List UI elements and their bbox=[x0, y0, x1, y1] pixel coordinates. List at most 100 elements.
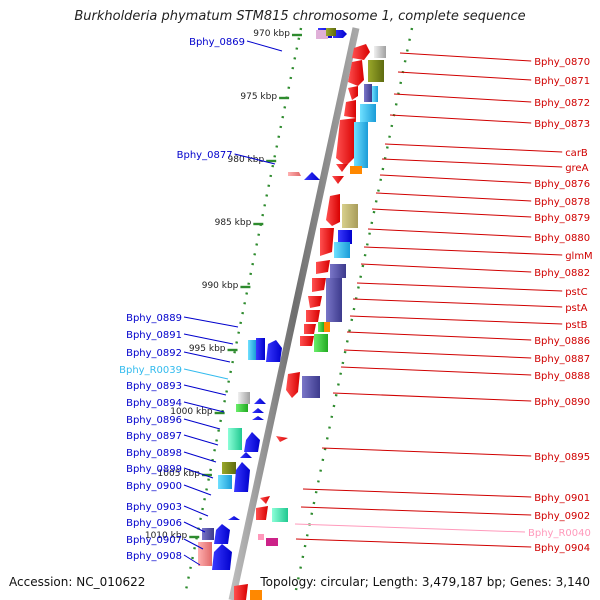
gene-label[interactable]: Bphy_0892 bbox=[126, 348, 182, 359]
leader-line bbox=[340, 366, 532, 376]
gene-arrow bbox=[304, 172, 320, 180]
kbp-tick-label: 1000 kbp bbox=[170, 407, 213, 417]
gene-label[interactable]: Bphy_0887 bbox=[534, 354, 590, 365]
leader-line bbox=[183, 401, 225, 413]
gene-block bbox=[288, 172, 301, 176]
plus-strand-genes bbox=[198, 28, 347, 570]
gene-block bbox=[302, 376, 320, 398]
gene-label[interactable]: Bphy_0872 bbox=[534, 98, 590, 109]
gene-block bbox=[368, 60, 384, 82]
gene-label[interactable]: Bphy_0902 bbox=[534, 511, 590, 522]
gene-label[interactable]: Bphy_0895 bbox=[534, 452, 590, 463]
accession-text: Accession: NC_010622 bbox=[9, 575, 146, 589]
gene-arrow bbox=[333, 30, 347, 38]
gene-block bbox=[316, 30, 328, 39]
gene-label[interactable]: Bphy_0901 bbox=[534, 493, 590, 504]
gene-block bbox=[350, 166, 362, 174]
gene-label[interactable]: Bphy_0907 bbox=[126, 535, 182, 546]
gene-label[interactable]: glmM bbox=[565, 251, 593, 262]
gene-arrow bbox=[266, 340, 282, 362]
leader-line bbox=[246, 40, 283, 52]
gene-arrow bbox=[234, 462, 250, 492]
gene-block bbox=[364, 84, 372, 102]
leader-line bbox=[183, 554, 201, 566]
gene-block bbox=[238, 392, 250, 404]
gene-label[interactable]: carB bbox=[565, 148, 588, 159]
leader-line bbox=[183, 538, 204, 550]
gene-label[interactable]: Bphy_0898 bbox=[126, 448, 182, 459]
gene-label[interactable]: Bphy_0908 bbox=[126, 551, 182, 562]
gene-label[interactable]: Bphy_0889 bbox=[126, 313, 182, 324]
gene-label[interactable]: Bphy_0876 bbox=[534, 179, 590, 190]
gene-block bbox=[342, 204, 358, 228]
gene-arrow bbox=[252, 408, 264, 413]
leader-line bbox=[183, 368, 229, 380]
gene-label[interactable]: Bphy_0904 bbox=[534, 543, 590, 554]
gene-label[interactable]: Bphy_0896 bbox=[126, 415, 182, 426]
gene-block bbox=[198, 542, 212, 566]
gene-labels: Bphy_0869 Bphy_0877 Bphy_0889 Bphy_0891 Bphy… bbox=[119, 37, 593, 562]
gene-label[interactable]: pstA bbox=[565, 303, 587, 314]
map-title: Burkholderia phymatum STM815 chromosome … bbox=[74, 9, 526, 24]
minus-strand-genes bbox=[234, 28, 386, 600]
gene-label[interactable]: Bphy_0900 bbox=[126, 481, 182, 492]
gene-label[interactable]: Bphy_0871 bbox=[534, 76, 590, 87]
kbp-tick-label: 975 kbp bbox=[240, 92, 277, 102]
leader-line bbox=[183, 451, 217, 463]
gene-block bbox=[250, 590, 262, 600]
gene-label[interactable]: Bphy_0879 bbox=[534, 213, 590, 224]
gene-label[interactable]: Bphy_0878 bbox=[534, 197, 590, 208]
leader-line bbox=[294, 523, 526, 533]
gene-label[interactable]: Bphy_0893 bbox=[126, 381, 182, 392]
gene-arrow bbox=[316, 260, 330, 274]
gene-label[interactable]: Bphy_0890 bbox=[534, 397, 590, 408]
leader-line bbox=[379, 174, 532, 184]
leader-line bbox=[183, 316, 239, 328]
gene-arrow bbox=[300, 336, 314, 346]
gene-arrow bbox=[312, 278, 326, 292]
gene-label[interactable]: Bphy_0899 bbox=[126, 464, 182, 475]
gene-block bbox=[248, 340, 256, 360]
gene-arrow bbox=[244, 432, 260, 452]
gene-arrow bbox=[214, 524, 230, 544]
gene-block bbox=[372, 86, 378, 102]
gene-block bbox=[228, 428, 242, 450]
gene-arrow bbox=[306, 310, 320, 322]
gene-arrow bbox=[344, 100, 356, 118]
ruler-line-left bbox=[184, 27, 303, 591]
gene-label[interactable]: Bphy_0886 bbox=[534, 336, 590, 347]
gene-block bbox=[318, 322, 324, 332]
gene-label[interactable]: Bphy_0877 bbox=[177, 150, 233, 161]
gene-label[interactable]: pstC bbox=[565, 287, 587, 298]
gene-block bbox=[326, 28, 336, 36]
gene-arrow bbox=[308, 296, 322, 308]
gene-label[interactable]: pstB bbox=[565, 320, 587, 331]
gene-label[interactable]: Bphy_0894 bbox=[126, 398, 182, 409]
gene-block bbox=[330, 264, 346, 278]
gene-arrow bbox=[348, 86, 358, 100]
leader-line bbox=[343, 349, 532, 359]
gene-label[interactable]: Bphy_0869 bbox=[189, 37, 245, 48]
leader-line bbox=[367, 228, 532, 238]
kbp-tick-label: 1005 kbp bbox=[158, 469, 201, 479]
rna-block bbox=[258, 534, 264, 540]
gene-arrow bbox=[336, 164, 348, 172]
gene-arrow bbox=[336, 118, 356, 166]
gene-label[interactable]: Bphy_R0040 bbox=[528, 528, 591, 539]
gene-label[interactable]: Bphy_0897 bbox=[126, 431, 182, 442]
gene-label[interactable]: greA bbox=[565, 163, 588, 174]
gene-label[interactable]: Bphy_0873 bbox=[534, 119, 590, 130]
leader-line bbox=[371, 208, 532, 218]
gene-block bbox=[218, 475, 232, 489]
gene-label[interactable]: Bphy_0880 bbox=[534, 233, 590, 244]
gene-label[interactable]: Bphy_0891 bbox=[126, 330, 182, 341]
gene-label[interactable]: Bphy_0882 bbox=[534, 268, 590, 279]
gene-label[interactable]: Bphy_R0039 bbox=[119, 365, 182, 376]
gene-label[interactable]: Bphy_0888 bbox=[534, 371, 590, 382]
kbp-tick-label: 980 kbp bbox=[228, 155, 265, 165]
gene-label[interactable]: Bphy_0906 bbox=[126, 518, 182, 529]
gene-label[interactable]: Bphy_0870 bbox=[534, 57, 590, 68]
leader-line bbox=[349, 315, 563, 325]
gene-label[interactable]: Bphy_0903 bbox=[126, 502, 182, 513]
leader-line bbox=[183, 434, 219, 446]
